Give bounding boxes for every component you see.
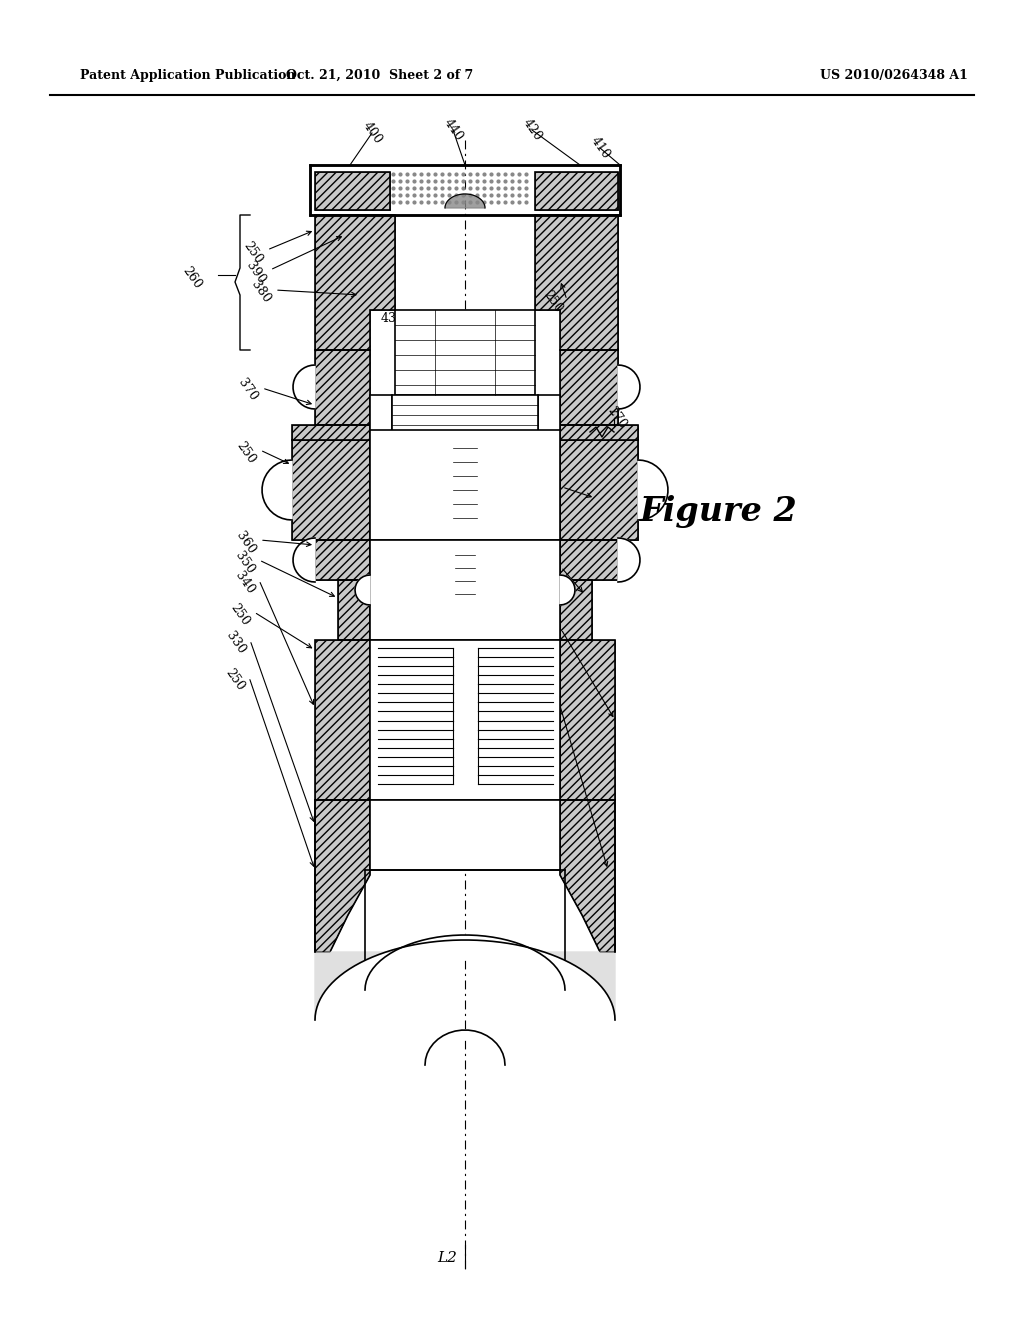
Text: 320: 320 [536,477,560,503]
Polygon shape [535,215,618,350]
Bar [370,430,560,540]
Polygon shape [560,350,618,425]
Bar [310,165,620,215]
Text: 260: 260 [180,264,204,292]
Polygon shape [560,576,575,605]
Polygon shape [560,540,618,579]
Bar [538,395,560,484]
Bar [370,395,392,484]
Text: Figure 2: Figure 2 [640,495,798,528]
Polygon shape [292,425,370,440]
Polygon shape [315,540,370,579]
Text: Oct. 21, 2010  Sheet 2 of 7: Oct. 21, 2010 Sheet 2 of 7 [287,69,474,82]
Polygon shape [618,366,640,409]
Text: 250: 250 [233,440,258,466]
Polygon shape [560,640,615,800]
Text: 330: 330 [224,630,248,656]
Polygon shape [618,539,640,582]
Bar [370,800,560,870]
Polygon shape [315,350,370,425]
Text: 390: 390 [244,260,268,286]
Polygon shape [535,172,618,210]
Text: 440: 440 [440,116,465,144]
Polygon shape [315,940,615,1020]
Text: 250: 250 [223,667,247,693]
Polygon shape [365,935,565,990]
Bar [392,395,538,436]
Bar [370,540,560,640]
Text: 290: 290 [535,557,559,583]
Text: 250: 250 [241,239,265,267]
Bar [395,310,535,395]
Polygon shape [262,459,292,520]
Text: 400: 400 [359,119,384,147]
Polygon shape [293,366,315,409]
Text: 300: 300 [440,729,465,755]
Text: 420: 420 [520,116,544,144]
Text: 430: 430 [381,312,406,325]
Text: 340: 340 [232,569,257,597]
Text: 410: 410 [588,135,612,161]
Polygon shape [292,440,370,540]
Polygon shape [355,576,370,605]
Polygon shape [315,800,370,952]
Polygon shape [315,640,370,800]
Text: US 2010/0264348 A1: US 2010/0264348 A1 [820,69,968,82]
Text: 270: 270 [605,404,629,432]
Polygon shape [315,172,390,210]
Polygon shape [560,425,638,440]
Text: 350: 350 [232,549,257,577]
Polygon shape [293,539,315,582]
Polygon shape [560,800,615,952]
Text: L2: L2 [437,1251,457,1265]
Text: 360: 360 [233,529,258,557]
Text: 250: 250 [228,602,252,628]
Polygon shape [315,215,395,350]
Polygon shape [425,1030,505,1065]
Text: 250: 250 [541,289,565,315]
Polygon shape [445,194,485,209]
Polygon shape [560,579,592,640]
Text: 370: 370 [236,376,260,404]
Bar [370,640,560,800]
Text: Patent Application Publication: Patent Application Publication [80,69,296,82]
Text: 280: 280 [535,619,559,645]
Polygon shape [638,459,668,520]
Text: 380: 380 [249,279,273,305]
Polygon shape [560,440,638,540]
Polygon shape [338,579,370,640]
Text: 310: 310 [529,681,554,709]
